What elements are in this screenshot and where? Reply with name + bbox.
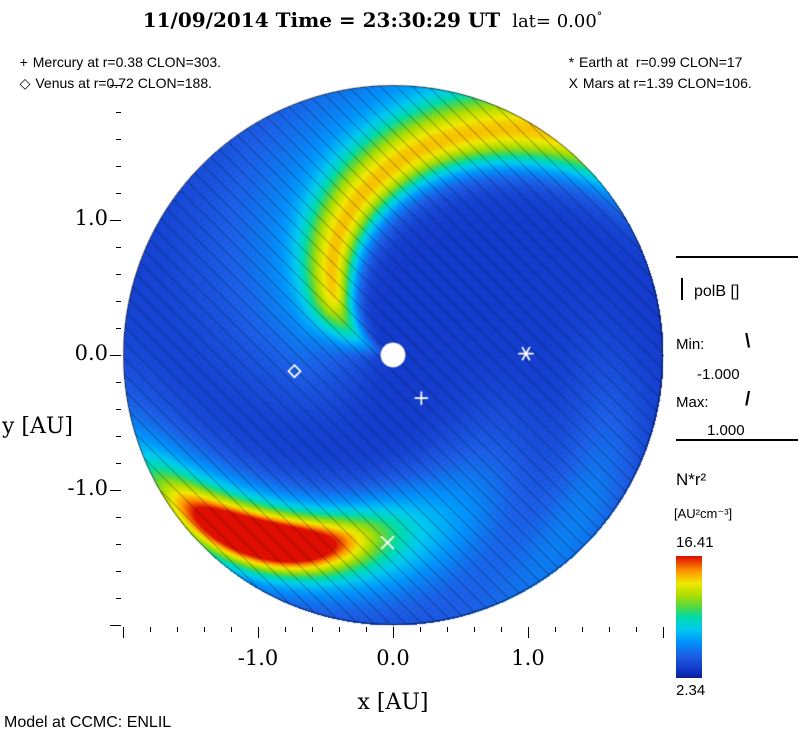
negative-polarity-hatch-icon: \ [745, 331, 751, 352]
x-axis-tick [338, 627, 340, 632]
x-axis-tick [257, 627, 259, 638]
colorbar-max-value: 16.41 [676, 534, 714, 551]
y-axis-tick [116, 381, 121, 383]
x-axis-tick [635, 627, 637, 632]
heliosphere-density-disk-canvas [113, 75, 673, 635]
x-axis-tick [581, 627, 583, 632]
y-axis-tick [110, 219, 121, 221]
y-axis-tick [116, 462, 121, 464]
x-axis-tick [311, 627, 313, 632]
x-axis-tick [149, 627, 151, 632]
y-axis-label: y [AU] [2, 414, 74, 439]
mercury-label: Mercury at r=0.38 CLON=303. [32, 54, 222, 70]
polb-title: polB [] [694, 283, 740, 300]
y-axis-tick [116, 408, 121, 410]
y-axis-tick [116, 138, 121, 140]
earth-label: Earth at r=0.99 CLON=17 [579, 54, 743, 70]
density-quantity-label: N*r² [676, 470, 707, 489]
y-axis-tick [116, 273, 121, 275]
y-axis-tick [116, 597, 121, 599]
title-latitude: lat= 0.00° [512, 10, 603, 32]
x-axis-tick [527, 627, 529, 638]
polb-min-label: Min: [676, 336, 705, 353]
y-axis-tick [116, 543, 121, 545]
polb-min-value: -1.000 [697, 366, 740, 383]
x-axis-tick [419, 627, 421, 632]
x-axis-tick [203, 627, 205, 632]
y-axis-tick [116, 300, 121, 302]
x-axis-tick [662, 627, 664, 638]
venus-marker-icon: ◇ [19, 75, 31, 91]
x-axis-label: x [AU] [357, 690, 429, 715]
y-axis-tick [116, 516, 121, 518]
y-axis-tick [116, 570, 121, 572]
x-axis-tick [473, 627, 475, 632]
mercury-marker-icon: + [19, 54, 28, 70]
earth-marker-icon: * [568, 54, 575, 70]
density-units-label: [AU²cm⁻³] [674, 506, 733, 521]
y-axis-tick [110, 489, 121, 491]
y-axis-tick [110, 84, 121, 86]
model-credit-label: Model at CCMC: ENLIL [4, 714, 172, 731]
x-axis-tick [122, 627, 124, 638]
x-axis-tick [554, 627, 556, 632]
degree-symbol: ° [596, 10, 603, 23]
page-title: 11/09/2014 Time = 23:30:29 UT lat= 0.00° [0, 8, 745, 32]
x-axis-tick [365, 627, 367, 632]
y-axis-tick [116, 165, 121, 167]
x-axis-tick [446, 627, 448, 632]
y-axis-tick [110, 354, 121, 356]
x-axis-tick [176, 627, 178, 632]
colorbar-min-value: 2.34 [676, 682, 706, 699]
y-axis-tick [116, 435, 121, 437]
x-axis-tick [608, 627, 610, 632]
positive-polarity-hatch-icon: / [745, 389, 751, 410]
x-tick-label: -1.0 [237, 646, 279, 670]
x-axis-tick [392, 627, 394, 638]
density-colorbar [676, 556, 702, 678]
x-tick-label: 0.0 [376, 646, 410, 670]
title-datetime: 11/09/2014 Time = 23:30:29 UT [142, 8, 501, 32]
mercury-legend-line: + Mercury at r=0.38 CLON=303. [4, 38, 222, 86]
y-tick-label: -1.0 [67, 476, 109, 500]
polb-max-label: Max: [676, 394, 709, 411]
x-axis-tick [230, 627, 232, 632]
polb-bar-glyph [681, 278, 683, 300]
y-axis-tick [110, 624, 121, 626]
polb-max-value: 1.000 [707, 422, 745, 439]
y-tick-label: 1.0 [74, 206, 108, 230]
legend-divider-bottom [676, 439, 798, 441]
y-axis-tick [116, 111, 121, 113]
x-tick-label: 1.0 [511, 646, 545, 670]
y-axis-tick [116, 192, 121, 194]
y-tick-label: 0.0 [74, 341, 108, 365]
y-axis-tick [116, 327, 121, 329]
y-axis-tick [116, 246, 121, 248]
legend-divider-top [676, 256, 798, 258]
x-axis-tick [284, 627, 286, 632]
earth-legend-line: * Earth at r=0.99 CLON=17 [553, 38, 796, 86]
x-axis-tick [500, 627, 502, 632]
